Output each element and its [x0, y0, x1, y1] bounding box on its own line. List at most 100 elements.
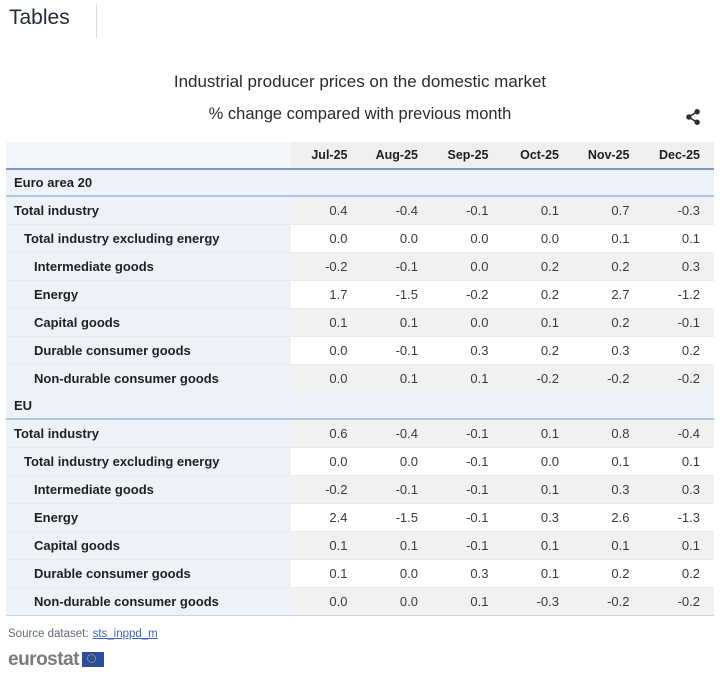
row-label: Energy: [6, 280, 291, 308]
row-label: Durable consumer goods: [6, 559, 291, 587]
data-table: Jul-25 Aug-25 Sep-25 Oct-25 Nov-25 Dec-25 Eur…: [6, 142, 714, 616]
topbar: Tables: [0, 0, 720, 44]
column-header-dec-25: Dec-25: [643, 142, 714, 169]
section-row: Euro area 20: [6, 169, 714, 197]
source-dataset-link[interactable]: sts_inppd_m: [92, 627, 158, 640]
value-cell: -0.1: [432, 419, 503, 447]
row-label: Total industry: [6, 419, 291, 447]
eu-stars-icon: [87, 654, 97, 663]
source-row: Source dataset: sts_inppd_m: [8, 628, 720, 640]
value-cell: -0.2: [573, 587, 644, 615]
table-row: Total industry excluding energy 0.0 0.0 -0.…: [6, 447, 714, 475]
share-icon: [682, 108, 704, 126]
value-cell: 0.1: [291, 308, 362, 336]
column-header-sep-25: Sep-25: [432, 142, 503, 169]
value-cell: 0.0: [432, 252, 503, 280]
value-cell: 0.1: [361, 308, 432, 336]
value-cell: 0.0: [502, 224, 573, 252]
row-label: Capital goods: [6, 308, 291, 336]
chart-title: Industrial producer prices on the domest…: [173, 72, 547, 91]
value-cell: 0.0: [502, 447, 573, 475]
row-label: Intermediate goods: [6, 475, 291, 503]
value-cell: 0.0: [291, 336, 362, 364]
value-cell: -0.2: [643, 587, 714, 615]
value-cell: -0.4: [361, 419, 432, 447]
row-label: Durable consumer goods: [6, 336, 291, 364]
value-cell: 0.1: [502, 196, 573, 224]
value-cell: -0.1: [432, 447, 503, 475]
table-row: Non-durable consumer goods 0.0 0.1 0.1 -0.2-…: [6, 364, 714, 392]
value-cell: -0.1: [361, 336, 432, 364]
section-header-label: EU: [6, 392, 714, 420]
value-cell: -0.4: [361, 196, 432, 224]
column-header-oct-25: Oct-25: [502, 142, 573, 169]
value-cell: 0.1: [502, 308, 573, 336]
value-cell: 0.3: [432, 559, 503, 587]
value-cell: -0.1: [432, 475, 503, 503]
value-cell: -1.3: [643, 503, 714, 531]
value-cell: 0.1: [502, 419, 573, 447]
value-cell: 1.7: [291, 280, 362, 308]
value-cell: -0.1: [361, 252, 432, 280]
value-cell: 0.1: [643, 224, 714, 252]
value-cell: -0.3: [502, 587, 573, 615]
value-cell: 0.1: [361, 364, 432, 392]
value-cell: 0.8: [573, 419, 644, 447]
eurostat-logo: eurostat: [8, 649, 720, 671]
value-cell: 0.6: [291, 419, 362, 447]
value-cell: 0.2: [502, 280, 573, 308]
value-cell: 0.2: [573, 252, 644, 280]
table-row: Total industry 0.6 -0.4 -0.1 0.1 0.8 -0.4: [6, 419, 714, 447]
section-row: EU: [6, 392, 714, 420]
tab-divider: [96, 4, 97, 38]
value-cell: -0.2: [573, 364, 644, 392]
value-cell: -0.1: [432, 531, 503, 559]
value-cell: 0.1: [573, 224, 644, 252]
source-label: Source dataset:: [8, 627, 89, 640]
value-cell: -0.1: [361, 475, 432, 503]
value-cell: 0.1: [432, 364, 503, 392]
value-cell: -0.1: [432, 196, 503, 224]
value-cell: 0.3: [643, 252, 714, 280]
row-label: Total industry: [6, 196, 291, 224]
value-cell: 0.1: [643, 531, 714, 559]
table-row: Energy 1.7 -1.5 -0.2 0.2 2.7 -1.2: [6, 280, 714, 308]
value-cell: -1.5: [361, 280, 432, 308]
value-cell: 2.6: [573, 503, 644, 531]
table-row: Durable consumer goods 0.0 -0.1 0.3 0.2 0.3 0.…: [6, 336, 714, 364]
value-cell: 0.2: [502, 252, 573, 280]
value-cell: 0.4: [291, 196, 362, 224]
value-cell: 0.3: [432, 336, 503, 364]
table-row: Total industry 0.4 -0.4 -0.1 0.1 0.7 -0.3: [6, 196, 714, 224]
value-cell: -1.2: [643, 280, 714, 308]
column-header-jul-25: Jul-25: [291, 142, 362, 169]
table-row: Non-durable consumer goods 0.0 0.0 0.1 -0.3-…: [6, 587, 714, 615]
value-cell: 0.7: [573, 196, 644, 224]
value-cell: 0.0: [361, 587, 432, 615]
value-cell: 0.3: [502, 503, 573, 531]
value-cell: 0.1: [502, 559, 573, 587]
row-label: Total industry excluding energy: [6, 224, 291, 252]
table-row: Capital goods 0.1 0.1 -0.1 0.1 0.1 0.1: [6, 531, 714, 559]
value-cell: -0.2: [643, 364, 714, 392]
value-cell: -0.2: [291, 252, 362, 280]
value-cell: 0.1: [573, 447, 644, 475]
value-cell: 0.2: [573, 559, 644, 587]
eu-flag-icon: [81, 652, 104, 667]
value-cell: 0.0: [291, 447, 362, 475]
value-cell: 0.3: [573, 336, 644, 364]
value-cell: 0.1: [432, 587, 503, 615]
page-title: Tables: [9, 6, 70, 29]
row-label: Non-durable consumer goods: [6, 364, 291, 392]
value-cell: 0.3: [643, 475, 714, 503]
value-cell: 0.2: [573, 308, 644, 336]
table-row: Intermediate goods -0.2 -0.1 -0.1 0.1 0.3 0.3: [6, 475, 714, 503]
share-button[interactable]: [682, 106, 704, 128]
value-cell: 0.0: [361, 447, 432, 475]
value-cell: 0.0: [291, 587, 362, 615]
value-cell: 0.0: [291, 364, 362, 392]
value-cell: -0.2: [291, 475, 362, 503]
value-cell: 0.0: [361, 559, 432, 587]
value-cell: 0.1: [502, 531, 573, 559]
row-label: Non-durable consumer goods: [6, 587, 291, 615]
